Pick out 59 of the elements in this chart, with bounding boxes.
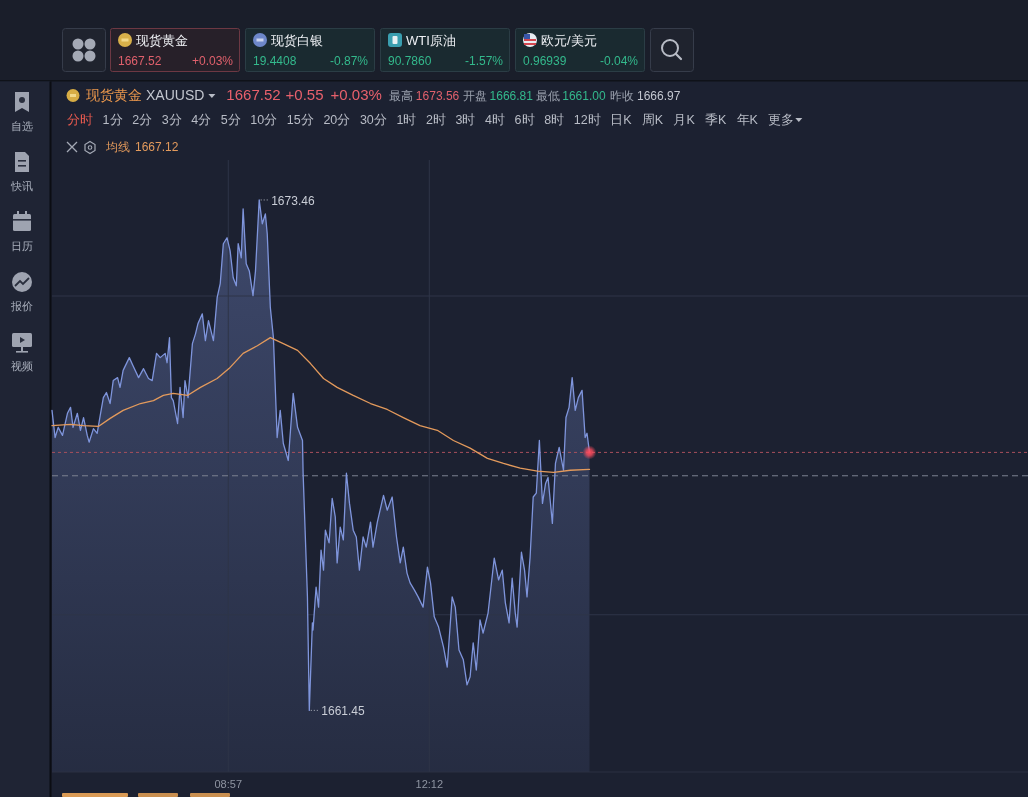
text: 19.4408 — [253, 53, 297, 68]
text: 开盘 — [462, 89, 487, 103]
text: 日历 — [11, 240, 33, 252]
text: -1.57% — [464, 53, 504, 68]
text: 年K — [736, 113, 759, 127]
text: 最高 — [388, 89, 413, 103]
text: 视频 — [11, 360, 33, 372]
text: 自选 — [11, 120, 33, 132]
text: 周K — [641, 113, 664, 127]
text: 8时 — [544, 113, 565, 127]
text: 1667.52 — [118, 53, 162, 68]
text: -0.04% — [599, 53, 639, 68]
text: 2分 — [132, 113, 153, 127]
text: +0.03% — [191, 53, 234, 68]
text: 现货白银 — [271, 33, 323, 48]
text: 10分 — [250, 113, 278, 127]
text: 1667.52 — [226, 86, 281, 103]
text: 30分 — [359, 113, 387, 127]
text: 1666.97 — [636, 89, 681, 103]
data-label: 1661.45 — [321, 704, 365, 719]
text: 季K — [705, 113, 728, 127]
text: 日K — [610, 113, 633, 127]
text: 月K — [673, 113, 696, 127]
text: 1661.00 — [562, 89, 606, 103]
text: +0.03% — [330, 86, 382, 103]
x-tick-label: 12:12 — [415, 778, 444, 790]
text: 4时 — [485, 113, 505, 127]
text: 1分 — [102, 113, 123, 127]
text: 更多 — [768, 113, 795, 127]
text: 4分 — [191, 113, 212, 127]
text: 15分 — [286, 113, 314, 127]
text: 最低 — [536, 89, 561, 103]
text: WTI原油 — [406, 33, 456, 48]
text: 12时 — [573, 113, 601, 127]
text: 欧元/美元 — [541, 33, 597, 48]
text: 1673.56 — [415, 89, 460, 103]
text: 均线 — [105, 140, 130, 154]
text: -0.87% — [329, 53, 369, 68]
text: +0.55 — [285, 86, 324, 103]
text: 现货黄金 — [136, 33, 188, 48]
text: 1时 — [396, 113, 417, 127]
text: 6时 — [514, 113, 535, 127]
data-label: 1673.46 — [271, 193, 315, 208]
text: 1666.81 — [489, 89, 534, 103]
chart-subtitle: XAUUSD — [146, 87, 205, 103]
text: 分时 — [67, 113, 93, 127]
text: 报价 — [10, 300, 33, 312]
x-tick-label: 08:57 — [214, 778, 243, 790]
text: 2时 — [425, 113, 446, 127]
text: 20分 — [323, 113, 351, 127]
text: 快讯 — [10, 180, 33, 192]
text: 1667.12 — [135, 140, 179, 154]
text: 3分 — [161, 113, 182, 127]
text: 90.7860 — [388, 53, 432, 68]
text: 昨收 — [609, 89, 634, 103]
text: 3时 — [455, 113, 476, 127]
text: 5分 — [220, 113, 241, 127]
chart-title: 现货黄金 — [86, 87, 142, 103]
text: 0.96939 — [523, 53, 567, 68]
